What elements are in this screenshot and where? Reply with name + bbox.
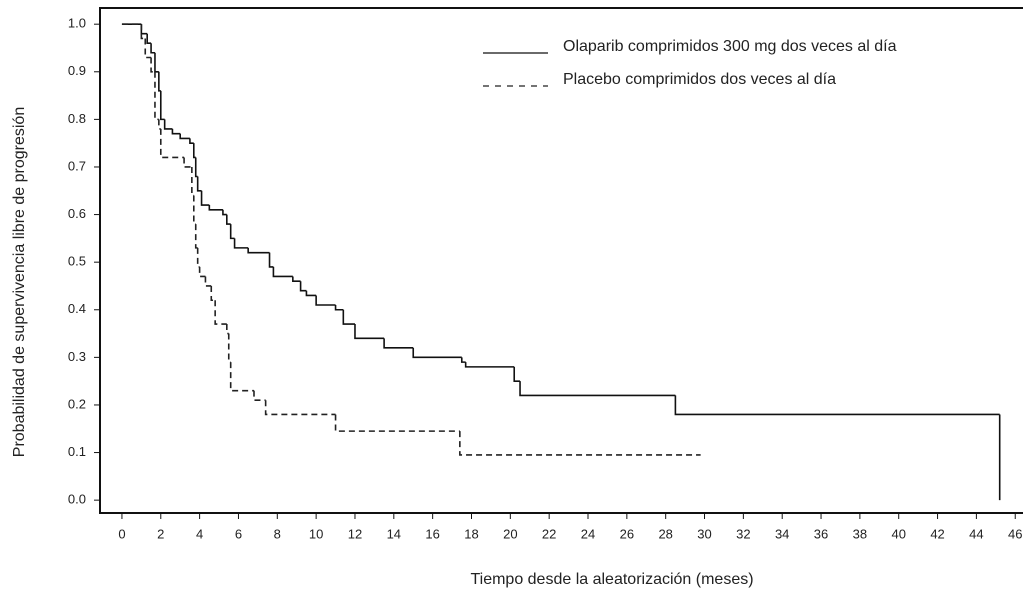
survival-step [204, 276, 212, 287]
x-tick-label: 6 [235, 526, 242, 541]
survival-step [163, 119, 173, 130]
survival-step [140, 24, 148, 35]
survival-step [229, 362, 254, 392]
x-tick-label: 24 [581, 526, 595, 541]
plot-frame [99, 7, 1023, 514]
x-tick-label: 26 [620, 526, 634, 541]
y-tick-label: 0.4 [68, 301, 86, 316]
survival-step [183, 157, 192, 168]
survival-step [198, 266, 206, 278]
x-tick-label: 10 [309, 526, 323, 541]
survival-step [247, 247, 270, 254]
survival-step [334, 414, 460, 432]
x-tick-label: 20 [503, 526, 517, 541]
survival-step [196, 247, 200, 268]
x-tick-label: 28 [658, 526, 672, 541]
survival-step [146, 33, 152, 45]
survival-step [194, 224, 198, 249]
y-tick-label: 0.6 [68, 206, 86, 221]
y-tick-label: 0.8 [68, 111, 86, 126]
survival-step [189, 138, 194, 144]
survival-step [158, 71, 161, 92]
survival-step [264, 400, 336, 416]
x-tick-label: 12 [348, 526, 362, 541]
survival-step [354, 324, 385, 340]
survival-step [674, 395, 1000, 416]
x-tick-label: 4 [196, 526, 203, 541]
survival-step [305, 290, 317, 297]
x-tick-label: 14 [387, 526, 401, 541]
survival-step [210, 285, 216, 302]
y-tick-label: 0.5 [68, 254, 86, 269]
survival-step [150, 57, 155, 73]
y-tick-label: 0.1 [68, 444, 86, 459]
survival-step [342, 309, 355, 325]
y-tick-label: 0.9 [68, 63, 86, 78]
survival-step [519, 381, 676, 397]
survival-step [171, 128, 181, 135]
x-tick-label: 8 [274, 526, 281, 541]
y-tick-label: 0.7 [68, 158, 86, 173]
survival-step [144, 38, 152, 59]
survival-step [196, 176, 202, 192]
survival-step [226, 324, 229, 335]
survival-step [158, 119, 161, 130]
survival-step [208, 205, 223, 211]
x-tick-label: 38 [853, 526, 867, 541]
legend-label: Placebo comprimidos dos veces al día [563, 71, 836, 88]
survival-step [159, 90, 165, 121]
survival-step [200, 190, 210, 206]
survival-step [159, 128, 185, 159]
x-tick-label: 46 [1008, 526, 1022, 541]
x-tick-label: 18 [464, 526, 478, 541]
survival-step [460, 357, 466, 363]
x-tick-label: 34 [775, 526, 789, 541]
x-tick-label: 44 [969, 526, 983, 541]
survival-step [383, 338, 414, 349]
survival-step [154, 52, 159, 73]
survival-step [233, 238, 249, 249]
survival-step [334, 305, 344, 311]
survival-step [226, 214, 231, 225]
survival-step [140, 24, 146, 40]
survival-step [227, 333, 231, 363]
x-tick-label: 2 [157, 526, 164, 541]
survival-step [222, 209, 227, 216]
survival-step [229, 224, 235, 240]
survival-step [459, 431, 701, 456]
survival-step [292, 276, 301, 283]
y-tick-label: 0.0 [68, 492, 86, 507]
survival-step [253, 390, 266, 401]
y-tick-label: 1.0 [68, 16, 86, 31]
survival-step [191, 166, 194, 197]
survival-step [464, 362, 515, 368]
survival-step [150, 43, 155, 54]
x-tick-label: 0 [118, 526, 125, 541]
y-axis-label: Probabilidad de supervivencia libre de p… [11, 107, 28, 457]
survival-step [154, 71, 159, 121]
x-tick-label: 36 [814, 526, 828, 541]
x-tick-label: 16 [425, 526, 439, 541]
x-tick-label: 42 [930, 526, 944, 541]
legend-label: Olaparib comprimidos 300 mg dos veces al… [563, 38, 897, 55]
survival-step [299, 281, 307, 292]
survival-step [272, 266, 293, 278]
survival-step [192, 195, 196, 225]
survival-step [315, 295, 336, 306]
y-tick-label: 0.2 [68, 396, 86, 411]
survival-step [513, 366, 521, 382]
x-axis-label: Tiempo desde la aleatorización (meses) [470, 571, 753, 588]
survival-step [194, 157, 198, 178]
x-tick-label: 32 [736, 526, 750, 541]
x-tick-label: 22 [542, 526, 556, 541]
survival-step [268, 252, 274, 268]
x-tick-label: 40 [891, 526, 905, 541]
survival-step [214, 300, 227, 325]
survival-step [179, 133, 190, 140]
survival-step [412, 347, 462, 359]
x-tick-label: 30 [697, 526, 711, 541]
survival-step [192, 143, 196, 159]
y-tick-label: 0.3 [68, 349, 86, 364]
